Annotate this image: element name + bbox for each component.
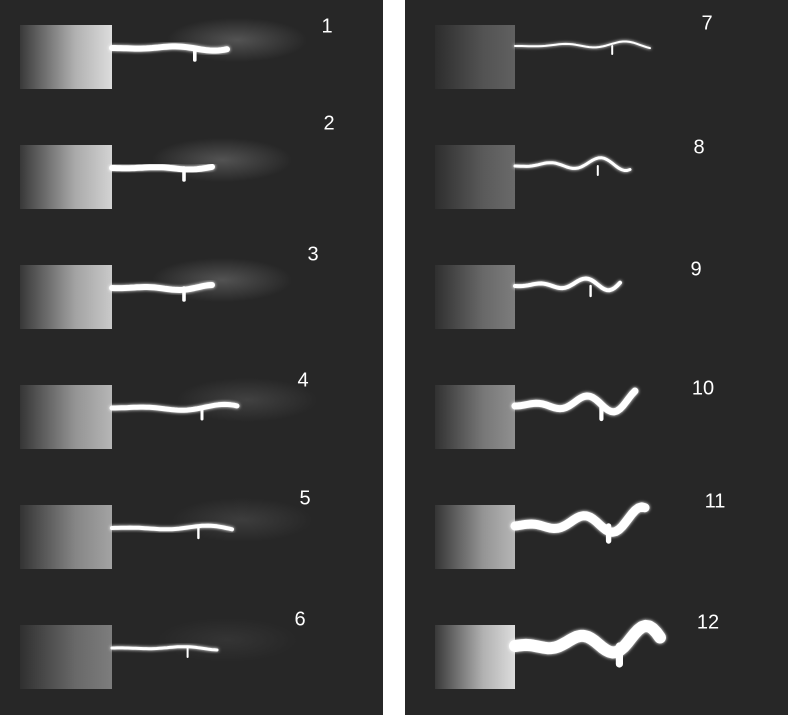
nozzle	[20, 145, 112, 209]
nozzle	[20, 505, 112, 569]
jet	[510, 502, 650, 537]
panel-label: 10	[692, 377, 714, 399]
panel-label: 6	[294, 608, 305, 630]
nozzle	[20, 385, 112, 449]
smoke	[157, 618, 297, 662]
jet	[509, 619, 666, 659]
jet	[109, 282, 215, 293]
nozzle	[435, 265, 515, 329]
jet	[109, 43, 230, 54]
panel-label: 7	[701, 12, 712, 34]
nozzle	[435, 625, 515, 689]
smoke	[172, 498, 312, 542]
smoke	[167, 18, 307, 62]
jet	[511, 387, 639, 416]
left-column	[0, 0, 383, 715]
nozzle	[435, 505, 515, 569]
panel-label: 3	[307, 243, 318, 265]
smoke	[177, 378, 317, 422]
nozzle	[435, 385, 515, 449]
nozzle	[435, 25, 515, 89]
jet	[110, 523, 234, 532]
panel-label: 8	[693, 136, 704, 158]
nozzle	[20, 25, 112, 89]
jet	[109, 401, 240, 413]
jet	[513, 156, 632, 172]
panel-label: 11	[705, 490, 726, 512]
panel-label: 5	[299, 487, 310, 509]
nozzle	[20, 625, 112, 689]
jet	[109, 163, 215, 173]
panel-label: 1	[321, 15, 332, 37]
jet	[513, 276, 622, 293]
nozzle	[20, 265, 112, 329]
jet	[514, 40, 651, 50]
right-column	[405, 0, 788, 715]
panel-label: 12	[697, 611, 719, 633]
smoke	[152, 138, 292, 182]
smoke	[152, 258, 292, 302]
panel-label: 4	[297, 369, 308, 391]
panel-label: 9	[690, 258, 701, 280]
nozzle	[435, 145, 515, 209]
jet	[110, 645, 219, 652]
panel-label: 2	[323, 112, 334, 134]
